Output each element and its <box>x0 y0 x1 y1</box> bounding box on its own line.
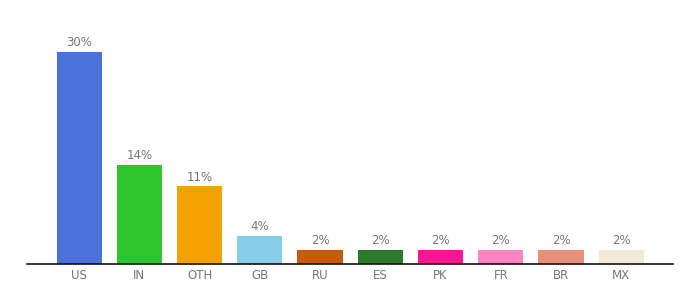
Text: 2%: 2% <box>371 234 390 247</box>
Bar <box>478 250 524 264</box>
Text: 2%: 2% <box>311 234 329 247</box>
Bar <box>539 250 583 264</box>
Text: 2%: 2% <box>551 234 571 247</box>
Bar <box>237 236 282 264</box>
Bar <box>418 250 463 264</box>
Text: 2%: 2% <box>431 234 450 247</box>
Text: 11%: 11% <box>186 170 213 184</box>
Text: 30%: 30% <box>66 36 92 50</box>
Bar <box>117 165 162 264</box>
Text: 2%: 2% <box>612 234 630 247</box>
Bar <box>177 186 222 264</box>
Bar <box>56 52 102 264</box>
Bar <box>598 250 644 264</box>
Bar <box>358 250 403 264</box>
Bar <box>297 250 343 264</box>
Text: 2%: 2% <box>492 234 510 247</box>
Text: 4%: 4% <box>250 220 269 233</box>
Text: 14%: 14% <box>126 149 152 162</box>
